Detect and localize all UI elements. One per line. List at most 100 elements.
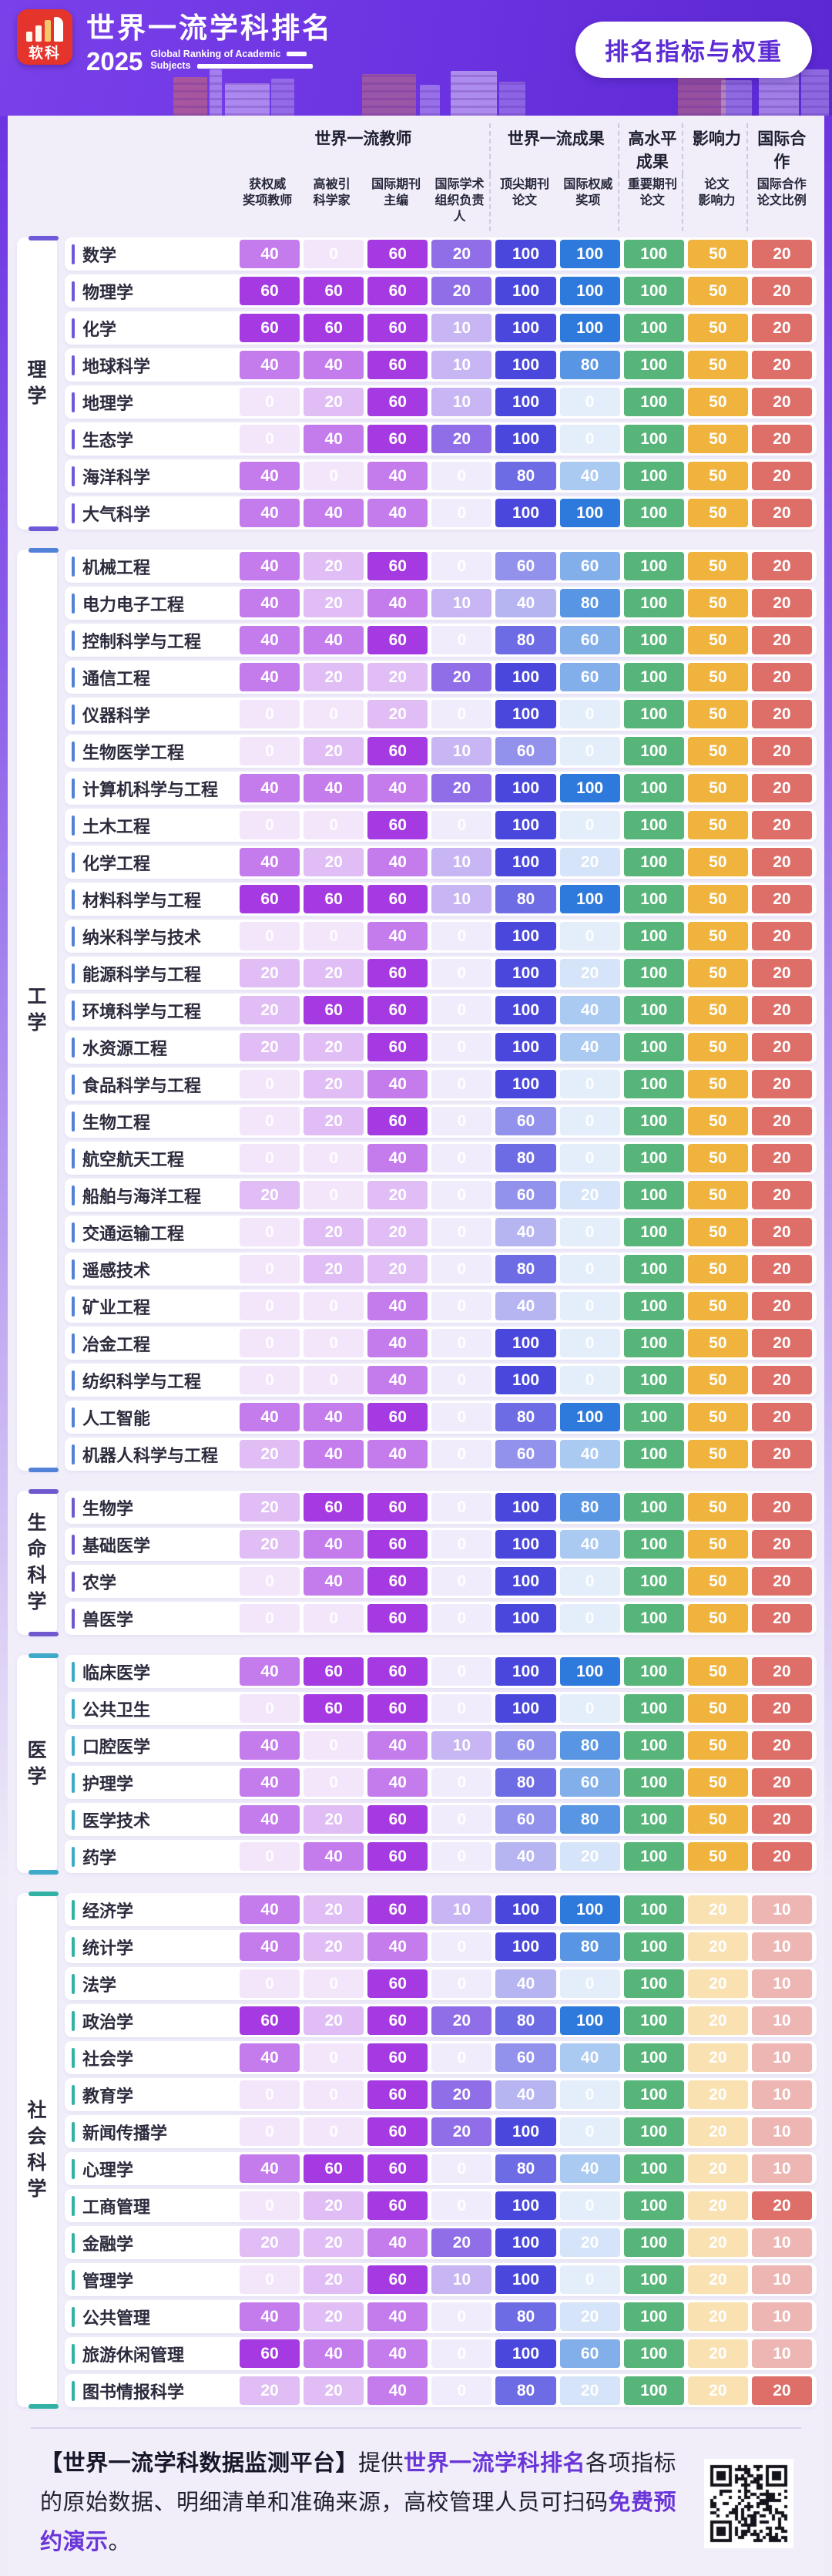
subject-accent-mark bbox=[72, 1772, 75, 1793]
building-silhouette bbox=[451, 71, 497, 116]
header-spacer bbox=[62, 123, 233, 174]
subject-cell: 物理学 bbox=[65, 279, 236, 304]
weight-cell: 60 bbox=[495, 1731, 556, 1760]
subject-accent-mark bbox=[72, 1735, 75, 1756]
subject-accent-mark bbox=[72, 1809, 75, 1830]
weight-cell: 100 bbox=[623, 2191, 684, 2221]
weight-cell: 80 bbox=[559, 1805, 620, 1834]
weight-cell: 40 bbox=[240, 240, 300, 269]
weight-cell: 0 bbox=[431, 1218, 492, 1247]
category-section: 医学临床医学 40 60 60 0 100 100 100 50 20 公共卫生 0 60 60 0 100 0… bbox=[17, 1653, 817, 1875]
weight-cell: 40 bbox=[304, 1440, 364, 1469]
logo-barchart-icon bbox=[26, 17, 63, 42]
weight-cell: 80 bbox=[495, 1144, 556, 1173]
subject-accent-mark bbox=[72, 2343, 75, 2364]
weight-cell: 0 bbox=[559, 1969, 620, 1999]
weight-cell: 100 bbox=[623, 425, 684, 454]
weight-cell: 0 bbox=[431, 1657, 492, 1687]
table-row: 地球科学 40 40 60 10 100 80 100 50 20 bbox=[65, 348, 817, 382]
weight-cell: 100 bbox=[623, 2339, 684, 2369]
section-rows: 临床医学 40 60 60 0 100 100 100 50 20 公共卫生 0 60 60 0 100 0 10… bbox=[65, 1655, 817, 1874]
subject-label: 纳米科学与技术 bbox=[82, 927, 202, 947]
weight-cell: 100 bbox=[623, 277, 684, 306]
weight-cell: 100 bbox=[623, 737, 684, 766]
weight-cell: 0 bbox=[304, 2080, 364, 2110]
weight-cell: 20 bbox=[751, 1440, 812, 1469]
table-row: 金融学 20 20 40 20 100 20 100 20 10 bbox=[65, 2226, 817, 2260]
weight-cell: 60 bbox=[495, 552, 556, 581]
weight-cell: 0 bbox=[304, 811, 364, 840]
subject-cell: 水资源工程 bbox=[65, 1035, 236, 1060]
weight-cell: 20 bbox=[431, 2117, 492, 2147]
weight-cell: 40 bbox=[367, 2228, 428, 2258]
weight-cell: 20 bbox=[751, 1768, 812, 1797]
weight-cell: 20 bbox=[304, 1218, 364, 1247]
table-row: 物理学 60 60 60 20 100 100 100 50 20 bbox=[65, 274, 817, 308]
table-row: 计算机科学与工程 40 40 40 20 100 100 100 50 20 bbox=[65, 772, 817, 805]
indicator-label: 获权威 奖项教师 bbox=[243, 178, 293, 207]
table-row: 纺织科学与工程 0 0 40 0 100 0 100 50 20 bbox=[65, 1364, 817, 1397]
weight-cell: 0 bbox=[559, 1366, 620, 1395]
weight-cell: 100 bbox=[559, 1403, 620, 1432]
weight-cell: 50 bbox=[687, 1218, 748, 1247]
weight-cell: 20 bbox=[751, 922, 812, 951]
weight-cell: 20 bbox=[687, 2376, 748, 2406]
category-cap bbox=[29, 1489, 59, 1495]
weight-cell: 40 bbox=[495, 1969, 556, 1999]
weight-cell: 100 bbox=[495, 774, 556, 803]
weight-cell: 100 bbox=[559, 499, 620, 528]
weight-cell: 60 bbox=[495, 2043, 556, 2073]
footer-text-segment: 。 bbox=[108, 2529, 132, 2554]
weight-cell: 100 bbox=[623, 1255, 684, 1284]
weight-cell: 0 bbox=[431, 1768, 492, 1797]
subject-accent-mark bbox=[72, 392, 75, 412]
weight-cell: 80 bbox=[495, 1255, 556, 1284]
weight-cell: 0 bbox=[431, 1107, 492, 1136]
weight-cell: 10 bbox=[751, 1895, 812, 1925]
weight-cell: 0 bbox=[240, 1070, 300, 1099]
weight-cell: 40 bbox=[304, 499, 364, 528]
weight-cell: 0 bbox=[559, 811, 620, 840]
weight-cell: 0 bbox=[304, 462, 364, 491]
weight-cell: 60 bbox=[367, 1493, 428, 1522]
subject-cell: 公共卫生 bbox=[65, 1697, 236, 1721]
weight-cell: 60 bbox=[559, 626, 620, 655]
category-cap bbox=[29, 1632, 59, 1637]
weight-cell: 0 bbox=[304, 1329, 364, 1358]
weight-cell: 20 bbox=[751, 1329, 812, 1358]
weight-cell: 100 bbox=[559, 1657, 620, 1687]
subject-cell: 计算机科学与工程 bbox=[65, 776, 236, 801]
weight-cell: 20 bbox=[751, 1403, 812, 1432]
subject-label: 公共卫生 bbox=[82, 1700, 151, 1720]
weight-cell: 20 bbox=[304, 663, 364, 692]
weight-cell: 40 bbox=[240, 351, 300, 380]
weight-cell: 20 bbox=[304, 1070, 364, 1099]
weight-cell: 40 bbox=[304, 1403, 364, 1432]
weight-cell: 100 bbox=[495, 1604, 556, 1633]
weight-cell: 20 bbox=[751, 1218, 812, 1247]
weight-cell: 100 bbox=[623, 2376, 684, 2406]
weight-cell: 60 bbox=[304, 2154, 364, 2184]
weight-cell: 100 bbox=[623, 1657, 684, 1687]
weight-cell: 50 bbox=[687, 462, 748, 491]
weight-cell: 60 bbox=[495, 1805, 556, 1834]
weight-cell: 40 bbox=[495, 1218, 556, 1247]
section-rows: 数学 40 0 60 20 100 100 100 50 20 物理学 60 60 60 20 100 100 1… bbox=[65, 237, 817, 530]
weight-cell: 40 bbox=[367, 2302, 428, 2332]
subject-label: 地理学 bbox=[82, 393, 134, 413]
weight-cell: 40 bbox=[367, 589, 428, 618]
table-row: 管理学 0 20 60 10 100 0 100 20 10 bbox=[65, 2263, 817, 2297]
subject-accent-mark bbox=[72, 815, 75, 836]
weight-cell: 20 bbox=[240, 1530, 300, 1559]
weight-cell: 100 bbox=[495, 1694, 556, 1723]
subject-label: 生物工程 bbox=[82, 1112, 151, 1132]
weight-cell: 20 bbox=[240, 2228, 300, 2258]
weight-cell: 20 bbox=[751, 1731, 812, 1760]
weight-cell: 80 bbox=[559, 1932, 620, 1962]
weight-cell: 40 bbox=[240, 1403, 300, 1432]
weight-cell: 10 bbox=[751, 2006, 812, 2036]
category-label-char: 学 bbox=[27, 1765, 47, 1787]
subject-cell: 金融学 bbox=[65, 2231, 236, 2255]
table-row: 生态学 0 40 60 20 100 0 100 50 20 bbox=[65, 422, 817, 456]
table-row: 化学 60 60 60 10 100 100 100 50 20 bbox=[65, 311, 817, 345]
